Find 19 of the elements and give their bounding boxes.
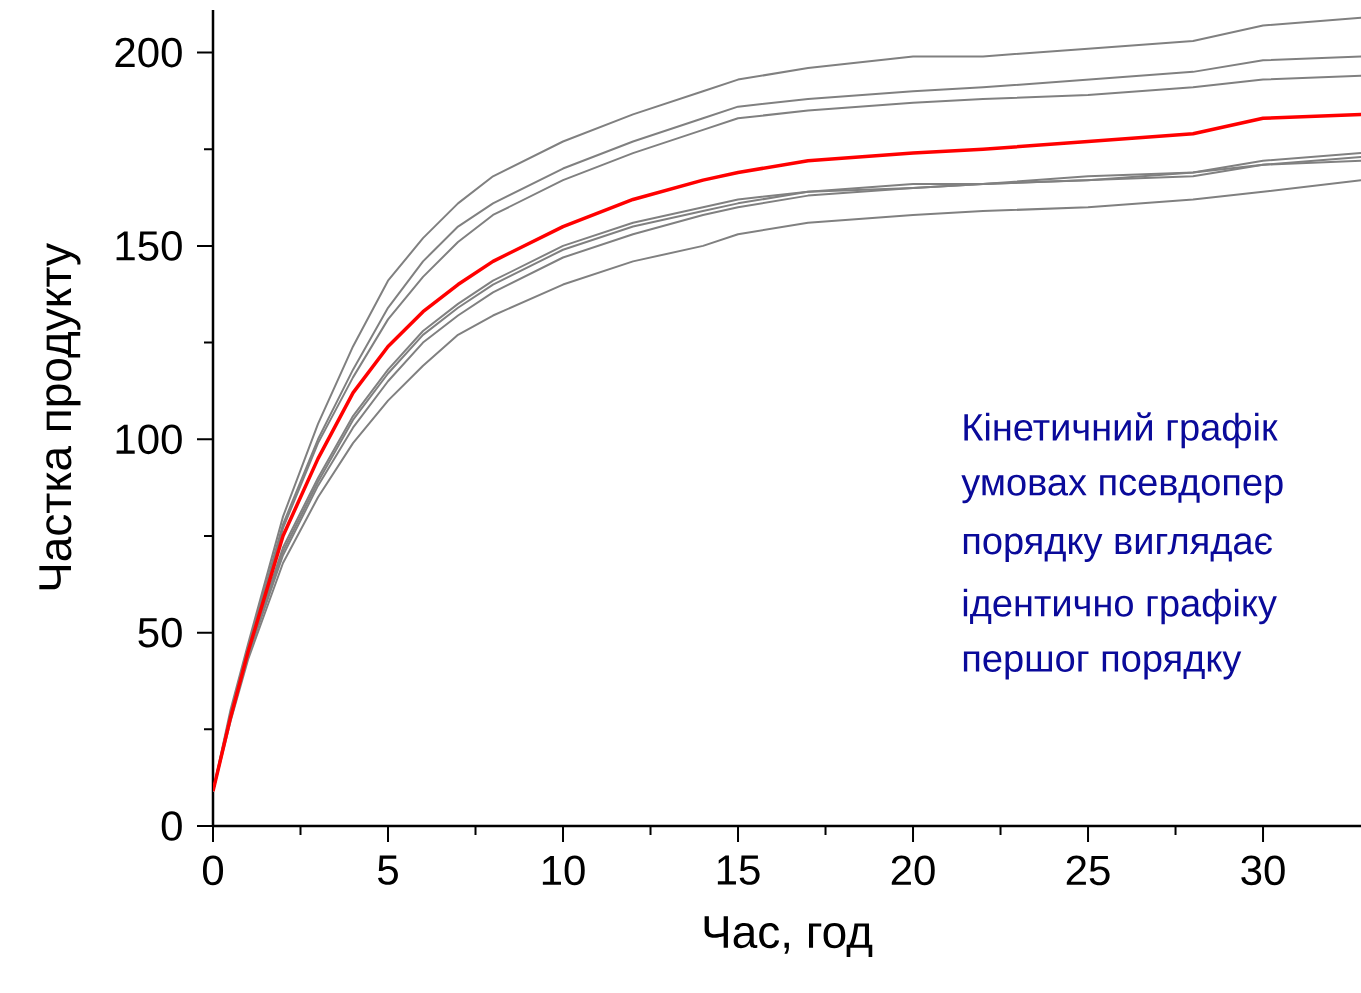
y-tick-label: 50	[138, 617, 182, 648]
x-tick-label: 15	[717, 855, 760, 885]
x-axis-title: Час, год	[704, 916, 873, 957]
annotation: ідентично графіку	[963, 588, 1277, 625]
annotation: Кінетичний графік	[964, 412, 1278, 449]
annotation: порядку виглядає	[963, 533, 1272, 562]
x-tick-label: 0	[202, 855, 224, 886]
annotation: умовах псевдопер	[961, 474, 1283, 504]
y-tick-label: 200	[115, 37, 182, 68]
x-tick-label: 25	[1066, 855, 1110, 886]
x-tick-label: 30	[1241, 855, 1285, 886]
y-tick-label: 100	[116, 424, 182, 455]
x-tick-label: 10	[542, 855, 585, 886]
annotation: першог порядку	[963, 651, 1242, 680]
x-tick-label: 20	[891, 855, 935, 886]
y-axis-title: Частка продукту	[39, 243, 81, 590]
x-tick-label: 5	[378, 855, 398, 885]
y-tick-label: 150	[116, 231, 182, 261]
y-tick-label: 0	[161, 811, 182, 841]
